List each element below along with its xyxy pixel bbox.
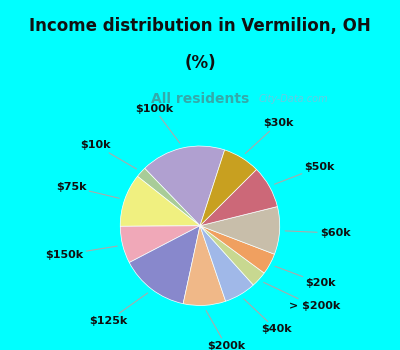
Text: (%): (%) bbox=[184, 54, 216, 72]
Text: $20k: $20k bbox=[275, 266, 336, 288]
Text: $40k: $40k bbox=[244, 299, 291, 334]
Wedge shape bbox=[183, 226, 226, 306]
Wedge shape bbox=[138, 168, 200, 226]
Wedge shape bbox=[120, 226, 200, 262]
Wedge shape bbox=[200, 226, 274, 273]
Text: $60k: $60k bbox=[285, 228, 350, 238]
Text: $100k: $100k bbox=[135, 104, 180, 143]
Text: $125k: $125k bbox=[89, 293, 148, 326]
Text: $30k: $30k bbox=[245, 118, 293, 154]
Text: $10k: $10k bbox=[80, 140, 136, 169]
Text: All residents: All residents bbox=[151, 92, 249, 106]
Text: $200k: $200k bbox=[206, 310, 245, 350]
Text: > $200k: > $200k bbox=[264, 282, 340, 312]
Wedge shape bbox=[200, 226, 253, 301]
Wedge shape bbox=[145, 146, 225, 226]
Wedge shape bbox=[200, 150, 256, 226]
Text: $75k: $75k bbox=[56, 182, 119, 198]
Text: $150k: $150k bbox=[45, 246, 117, 260]
Wedge shape bbox=[200, 206, 280, 254]
Text: City-Data.com: City-Data.com bbox=[258, 94, 328, 104]
Text: Income distribution in Vermilion, OH: Income distribution in Vermilion, OH bbox=[29, 17, 371, 35]
Text: $50k: $50k bbox=[274, 162, 335, 184]
Wedge shape bbox=[129, 226, 200, 304]
Wedge shape bbox=[120, 176, 200, 226]
Wedge shape bbox=[200, 169, 277, 226]
Wedge shape bbox=[200, 226, 264, 285]
